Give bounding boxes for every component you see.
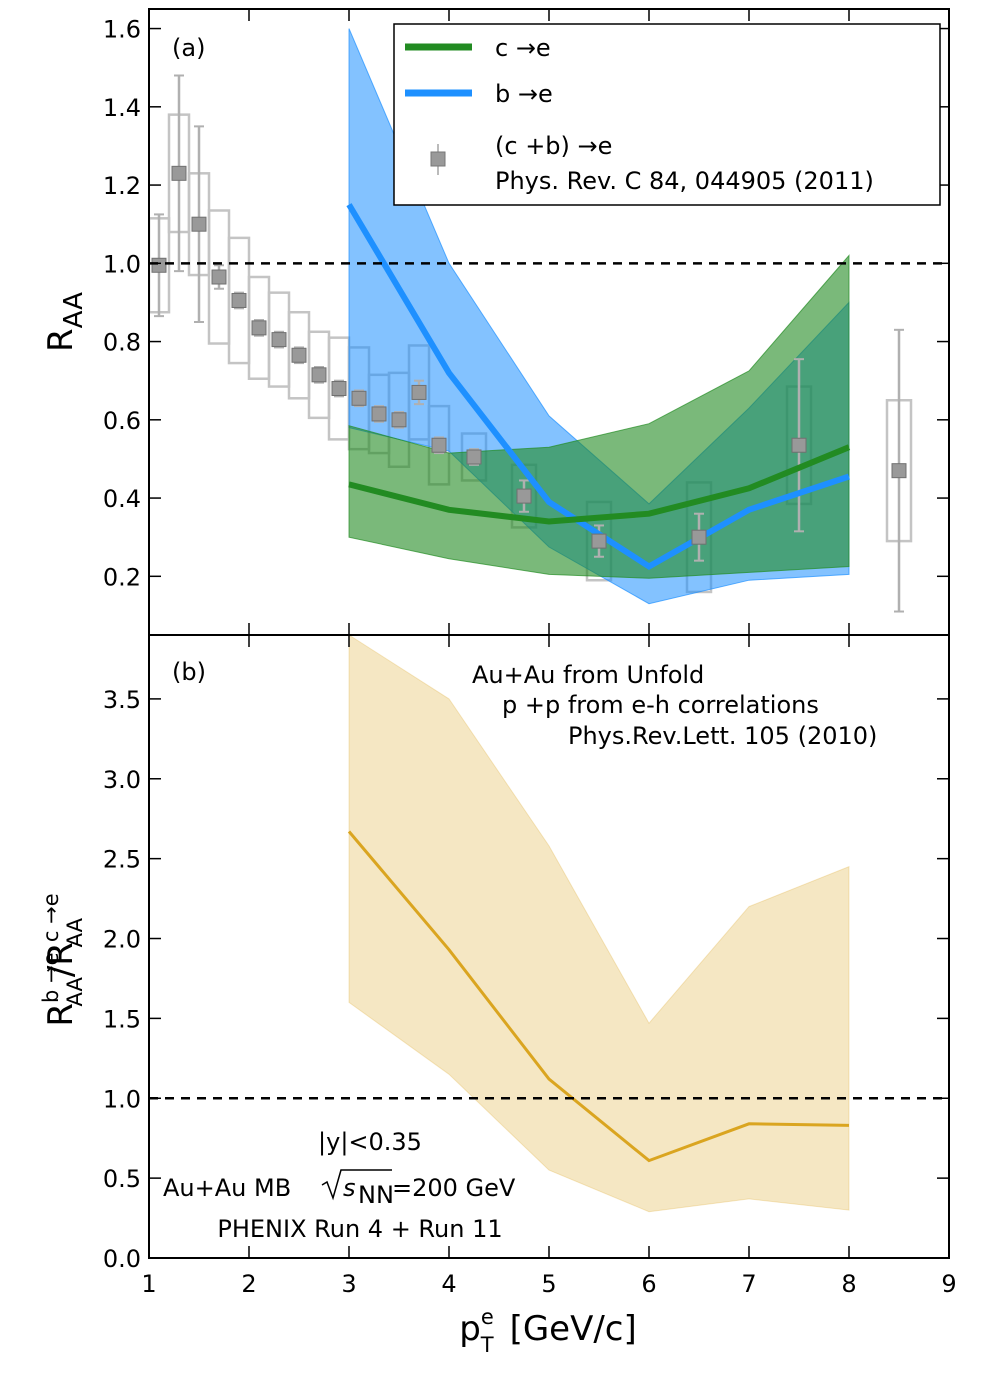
- y-tick-label-a: 1.2: [103, 172, 141, 200]
- data-point: [171, 165, 187, 181]
- ratio-band: [348, 635, 850, 1213]
- data-point: [891, 463, 907, 479]
- x-tick-label: 7: [741, 1270, 756, 1298]
- legend-label-data-reference: Phys. Rev. C 84, 044905 (2011): [495, 167, 874, 195]
- y-tick-label-a: 1.0: [103, 250, 141, 278]
- data-point: [411, 384, 427, 400]
- x-tick-label: 2: [241, 1270, 256, 1298]
- data-point: [191, 216, 207, 232]
- y-tick-label-a: 0.8: [103, 329, 141, 357]
- annotation-top-2: p +p from e-h correlations: [502, 691, 819, 719]
- sqrt-symbol: [321, 1169, 392, 1201]
- data-point: [371, 406, 387, 422]
- panel-a: 0.2 0.4 0.6 0.8 1.0 1.2 1.4 1.6 (a) c →e b →e (…: [41, 9, 950, 635]
- data-point: [466, 449, 482, 465]
- y-tick-label-a: 0.4: [103, 485, 141, 513]
- svg-text:NN: NN: [358, 1181, 394, 1209]
- data-point: [691, 529, 707, 545]
- y-tick-label-a: 0.2: [103, 563, 141, 591]
- annotation-bottom-3: PHENIX Run 4 + Run 11: [217, 1215, 502, 1243]
- x-tick-label: 6: [641, 1270, 656, 1298]
- legend-label-data: (c +b) →e: [495, 132, 612, 160]
- y-tick-label-b: 2.5: [103, 846, 141, 874]
- data-point: [311, 367, 327, 383]
- svg-text:s: s: [343, 1174, 356, 1202]
- legend-label-bottom: b →e: [495, 80, 553, 108]
- data-point: [291, 347, 307, 363]
- data-point: [431, 437, 447, 453]
- annotation-top-3: Phys.Rev.Lett. 105 (2010): [568, 722, 877, 750]
- y-tick-label-b: 1.5: [103, 1005, 141, 1033]
- x-tick-label: 4: [441, 1270, 456, 1298]
- legend: c →e b →e (c +b) →e Phys. Rev. C 84, 044…: [393, 23, 941, 206]
- data-point: [791, 437, 807, 453]
- data-point: [231, 292, 247, 308]
- data-point: [351, 390, 367, 406]
- panel-b: 0.0 0.5 1.0 1.5 2.0 2.5 3.0 3.5 1 2 3 4 5 6 7 8 9 (b) Au…: [39, 635, 957, 1357]
- data-point: [331, 381, 347, 397]
- x-tick-label: 1: [141, 1270, 156, 1298]
- svg-text:Au+Au MB: Au+Au MB: [163, 1174, 291, 1202]
- x-tick-label: 3: [341, 1270, 356, 1298]
- data-point: [271, 332, 287, 348]
- y-tick-label-a: 1.4: [103, 94, 141, 122]
- y-tick-label-b: 0.5: [103, 1165, 141, 1193]
- data-point: [391, 412, 407, 428]
- y-tick-label-b: 1.0: [103, 1085, 141, 1113]
- frame-b: [148, 634, 950, 1259]
- y-tick-label-b: 3.5: [103, 686, 141, 714]
- panel-label-b: (b): [172, 658, 206, 686]
- data-point: [251, 320, 267, 336]
- ratio-line: [347, 830, 850, 1163]
- x-tick-label: 8: [841, 1270, 856, 1298]
- y-tick-label-a: 1.6: [103, 16, 141, 44]
- data-point: [591, 533, 607, 549]
- data-point: [211, 269, 227, 285]
- y-tick-label-b: 3.0: [103, 766, 141, 794]
- svg-text:=200 GeV: =200 GeV: [392, 1174, 516, 1202]
- annotation-bottom-2: Au+Au MB s NN =200 GeV: [163, 1169, 516, 1209]
- line-charm: [348, 444, 851, 525]
- legend-label-charm: c →e: [495, 34, 551, 62]
- annotation-bottom-1: |y|<0.35: [318, 1128, 422, 1156]
- data-point: [516, 488, 532, 504]
- y-tick-label-b: 2.0: [103, 926, 141, 954]
- y-axis-label-a: RAA: [41, 292, 89, 352]
- x-tick-label: 5: [541, 1270, 556, 1298]
- data-point: [151, 257, 167, 273]
- x-tick-label: 9: [941, 1270, 956, 1298]
- legend-swatch-data: [430, 151, 446, 167]
- annotation-top-1: Au+Au from Unfold: [472, 661, 704, 689]
- panel-label-a: (a): [172, 34, 205, 62]
- y-tick-label-b: 0.0: [103, 1245, 141, 1273]
- y-axis-label-b: Rb →eAA/Rc →eAA: [39, 893, 87, 1026]
- x-axis-label: pe T [GeV/c]: [459, 1305, 637, 1357]
- y-tick-label-a: 0.6: [103, 407, 141, 435]
